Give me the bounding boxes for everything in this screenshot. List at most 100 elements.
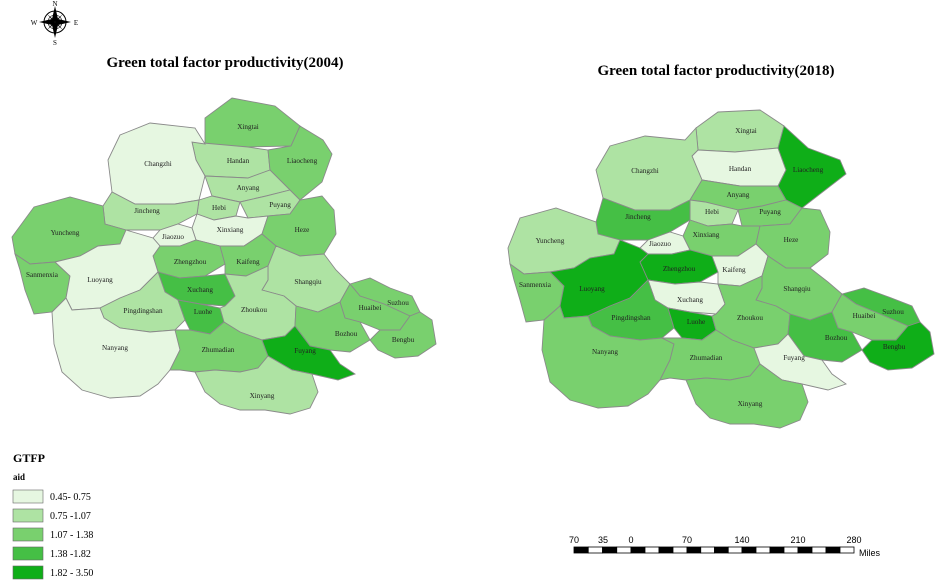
- map-2018-label-bengbu: Bengbu: [883, 343, 906, 351]
- map-2004-label-zhumadian: Zhumadian: [202, 346, 235, 354]
- map-2018-label-xuchang: Xuchang: [677, 296, 703, 304]
- map-2004-label-huaibei: Huaibei: [359, 304, 382, 312]
- map-2018-label-nanyang: Nanyang: [592, 348, 618, 356]
- map-2004-label-bengbu: Bengbu: [392, 336, 415, 344]
- scale-bar-segment: [686, 546, 702, 554]
- compass-sw-point: [47, 22, 55, 30]
- scale-bar-segment: [769, 546, 785, 554]
- map-2004-label-hebi: Hebi: [212, 204, 226, 212]
- compass-ne-point: [55, 14, 63, 22]
- map-2018-label-puyang: Puyang: [759, 208, 781, 216]
- map-2018-label-suzhou: Suzhou: [882, 308, 904, 316]
- map-2018-label-kaifeng: Kaifeng: [722, 266, 746, 274]
- map-2018-label-xinyang: Xinyang: [738, 400, 763, 408]
- map-2018-label-heze: Heze: [784, 236, 799, 244]
- map-2018-label-anyang: Anyang: [727, 191, 750, 199]
- map-2004-label-heze: Heze: [295, 226, 310, 234]
- map-2018: Green total factor productivity(2018) Xi…: [507, 63, 935, 429]
- scale-bar-segment: [630, 546, 646, 554]
- scale-tick-label: 35: [598, 535, 608, 545]
- scale-bar-segment: [658, 546, 674, 554]
- map-2018-label-xingtai: Xingtai: [735, 127, 757, 135]
- map-2018-label-zhoukou: Zhoukou: [737, 314, 763, 322]
- map-2018-label-jincheng: Jincheng: [625, 213, 651, 221]
- scale-bar-segment: [616, 546, 632, 554]
- map-2004-label-luoyang: Luoyang: [87, 276, 113, 284]
- map-2018-label-hebi: Hebi: [705, 208, 719, 216]
- compass-w-label: W: [31, 19, 38, 27]
- map-2018-regions: Xingtai Handan Liaocheng Changzhi Anyang Hebi…: [507, 109, 935, 429]
- compass-east-point: [55, 19, 71, 25]
- map-2004-label-xinxiang: Xinxiang: [217, 226, 244, 234]
- scale-tick-label: 70: [569, 535, 579, 545]
- map-2004-label-puyang: Puyang: [269, 201, 291, 209]
- scale-bar-segment: [602, 546, 618, 554]
- legend-label-3: 1.07 - 1.38: [50, 530, 93, 541]
- scale-bar-segment: [700, 546, 715, 554]
- scale-tick-label: 140: [734, 535, 749, 545]
- map-2018-label-bozhou: Bozhou: [825, 334, 848, 342]
- map-2018-label-zhumadian: Zhumadian: [690, 354, 723, 362]
- legend-label-4: 1.38 -1.82: [50, 549, 91, 560]
- scale-bar-segment: [727, 546, 743, 554]
- legend: GTFP aid 0.45- 0.75 0.75 -1.07 1.07 - 1.38…: [12, 451, 93, 580]
- compass-se-point: [55, 22, 63, 30]
- map-2004-label-kaifeng: Kaifeng: [236, 258, 260, 266]
- map-2018-label-fuyang: Fuyang: [783, 354, 805, 362]
- scale-bar-segment: [839, 546, 855, 554]
- map-2004-label-fuyang: Fuyang: [294, 347, 316, 355]
- legend-label-2: 0.75 -1.07: [50, 511, 91, 522]
- map-2018-label-zhengzhou: Zhengzhou: [663, 265, 696, 273]
- scale-bar-segment: [811, 546, 827, 554]
- scale-bar: Miles 70 35 0 70 140 210 280: [569, 535, 881, 558]
- map-2004-label-nanyang: Nanyang: [102, 344, 128, 352]
- map-2018-label-yuncheng: Yuncheng: [536, 237, 565, 245]
- compass-n-label: N: [52, 0, 57, 8]
- map-2018-label-changzhi: Changzhi: [631, 167, 659, 175]
- map-2004-label-luohe: Luohe: [194, 308, 212, 316]
- map-2004-label-pingdingshan: Pingdingshan: [123, 307, 163, 315]
- map-2004-label-liaocheng: Liaocheng: [287, 157, 318, 165]
- legend-title: GTFP: [13, 451, 45, 465]
- scale-bar-segment: [825, 546, 841, 554]
- scale-bar-segment: [573, 546, 589, 554]
- scale-bar-segment: [714, 546, 729, 554]
- legend-swatch-3: [12, 527, 44, 542]
- legend-swatch-1: [12, 489, 44, 504]
- scale-bar-segment: [587, 546, 603, 554]
- scale-tick-label: 70: [682, 535, 692, 545]
- scale-bar-segment: [741, 546, 757, 554]
- map-2018-label-pingdingshan: Pingdingshan: [611, 314, 651, 322]
- map-2004-label-shangqiu: Shangqiu: [294, 278, 322, 286]
- map-2004-label-sanmenxia: Sanmenxia: [26, 271, 59, 279]
- map-2004: Green total factor productivity(2004) Xi…: [11, 55, 437, 415]
- map-2004-label-jincheng: Jincheng: [134, 207, 160, 215]
- compass-north-point: [52, 6, 58, 22]
- map-2018-label-luohe: Luohe: [687, 318, 705, 326]
- legend-swatch-5: [12, 565, 44, 580]
- legend-label-5: 1.82 - 3.50: [50, 568, 93, 579]
- map-2004-label-xinyang: Xinyang: [250, 392, 275, 400]
- map-2004-label-zhoukou: Zhoukou: [241, 306, 267, 314]
- map-2004-label-bozhou: Bozhou: [335, 330, 358, 338]
- scale-tick-label: 280: [846, 535, 861, 545]
- map-2018-label-xinxiang: Xinxiang: [693, 231, 720, 239]
- compass-nw-point: [47, 14, 55, 22]
- scale-bar-segment: [783, 546, 799, 554]
- legend-items: 0.45- 0.75 0.75 -1.07 1.07 - 1.38 1.38 -1.8…: [12, 489, 93, 580]
- map-2018-region-bengbu: [861, 321, 935, 371]
- map-2004-label-jiaozuo: Jiaozuo: [162, 233, 184, 241]
- map-2004-label-suzhou: Suzhou: [387, 299, 409, 307]
- map-2004-label-changzhi: Changzhi: [144, 160, 172, 168]
- map-2004-label-xuchang: Xuchang: [187, 286, 213, 294]
- scale-tick-label: 0: [628, 535, 633, 545]
- map-2018-region-liaocheng: [777, 125, 847, 209]
- legend-swatch-4: [12, 546, 44, 561]
- map-2018-label-shangqiu: Shangqiu: [783, 285, 811, 293]
- legend-swatch-2: [12, 508, 44, 523]
- scale-bar-segment: [797, 546, 813, 554]
- scale-bar-segment: [644, 546, 660, 554]
- map-2018-label-handan: Handan: [729, 165, 752, 173]
- map-2018-label-luoyang: Luoyang: [579, 285, 605, 293]
